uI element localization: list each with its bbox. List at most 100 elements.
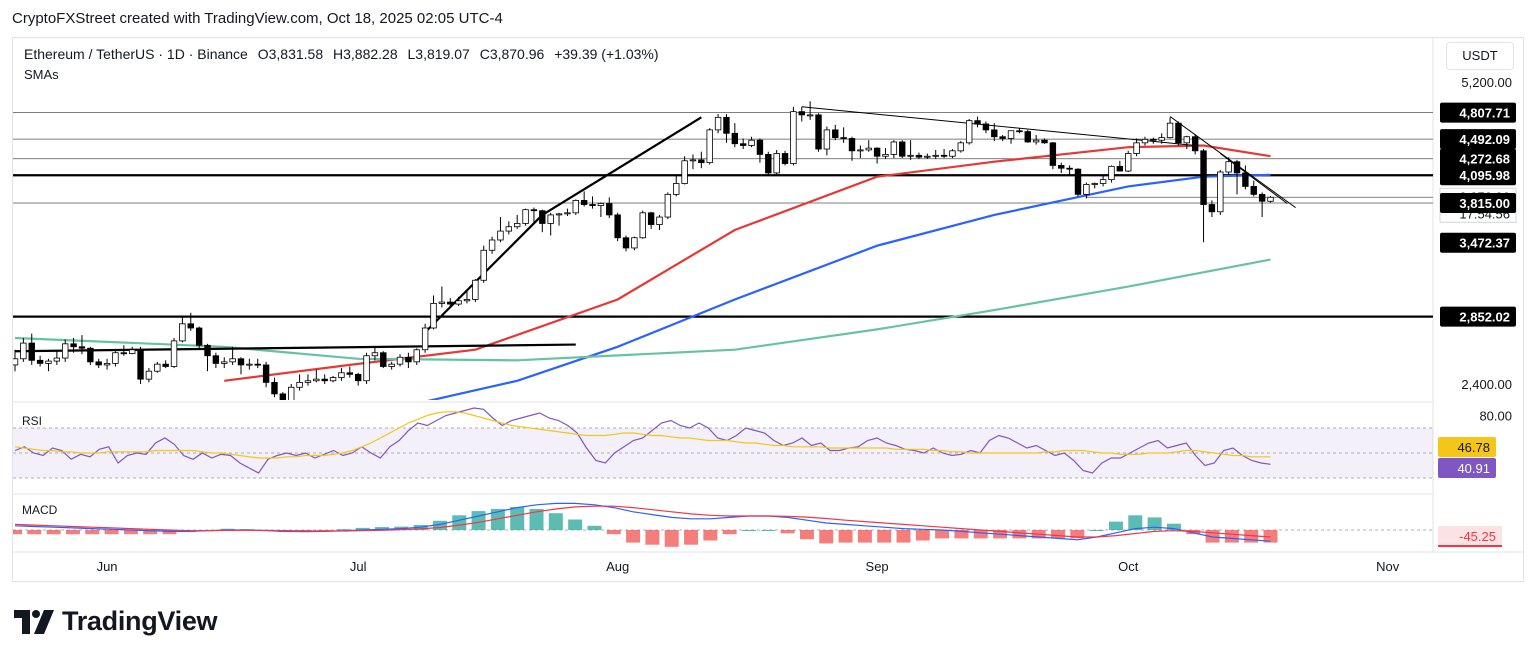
candle[interactable] bbox=[313, 378, 320, 382]
currency-button[interactable]: USDT bbox=[1446, 42, 1514, 70]
candle[interactable] bbox=[798, 111, 805, 116]
candle[interactable] bbox=[748, 139, 755, 146]
candle[interactable] bbox=[254, 363, 261, 366]
candle[interactable] bbox=[62, 343, 69, 359]
candle[interactable] bbox=[765, 154, 772, 174]
candle[interactable] bbox=[430, 303, 437, 329]
candle[interactable] bbox=[664, 193, 672, 218]
candle[interactable] bbox=[1125, 153, 1132, 172]
candle[interactable] bbox=[53, 357, 61, 362]
candle[interactable] bbox=[890, 141, 898, 155]
candle[interactable] bbox=[681, 160, 688, 184]
candle[interactable] bbox=[647, 212, 655, 225]
candle[interactable] bbox=[20, 342, 27, 360]
rsi-pane-label[interactable]: RSI bbox=[22, 414, 43, 428]
candle[interactable] bbox=[1074, 168, 1082, 195]
chart-frame[interactable] bbox=[12, 37, 1524, 582]
candle[interactable] bbox=[78, 346, 86, 349]
candle[interactable] bbox=[1242, 172, 1249, 187]
candle[interactable] bbox=[773, 153, 780, 174]
candle[interactable] bbox=[1200, 150, 1207, 205]
candle[interactable] bbox=[262, 364, 270, 383]
candle[interactable] bbox=[1091, 183, 1098, 185]
candle[interactable] bbox=[380, 352, 387, 367]
candle[interactable] bbox=[522, 209, 529, 224]
candle[interactable] bbox=[597, 203, 605, 206]
candle[interactable] bbox=[656, 216, 663, 225]
candle[interactable] bbox=[1191, 136, 1199, 152]
candle[interactable] bbox=[212, 355, 220, 364]
candle[interactable] bbox=[1116, 165, 1124, 172]
candle[interactable] bbox=[354, 373, 362, 382]
candle[interactable] bbox=[87, 347, 94, 363]
candle[interactable] bbox=[145, 370, 153, 380]
candle[interactable] bbox=[45, 360, 52, 364]
candle[interactable] bbox=[505, 226, 513, 232]
candle[interactable] bbox=[304, 380, 312, 383]
candle[interactable] bbox=[1250, 186, 1257, 195]
candle[interactable] bbox=[873, 147, 881, 157]
candle[interactable] bbox=[497, 230, 504, 241]
candle[interactable] bbox=[1099, 179, 1107, 184]
candle[interactable] bbox=[982, 123, 990, 131]
candle[interactable] bbox=[924, 155, 931, 158]
candle[interactable] bbox=[714, 116, 722, 131]
candle[interactable] bbox=[154, 363, 161, 372]
candle[interactable] bbox=[12, 358, 19, 366]
candle[interactable] bbox=[170, 340, 178, 367]
candle[interactable] bbox=[1258, 193, 1266, 202]
candle[interactable] bbox=[162, 363, 169, 367]
candle[interactable] bbox=[463, 299, 471, 302]
candle[interactable] bbox=[1108, 165, 1115, 181]
candle[interactable] bbox=[28, 342, 35, 361]
candle[interactable] bbox=[1225, 161, 1232, 173]
candle[interactable] bbox=[806, 114, 814, 117]
candle[interactable] bbox=[405, 356, 412, 363]
candle[interactable] bbox=[790, 111, 797, 164]
candle[interactable] bbox=[1066, 167, 1073, 170]
candle[interactable] bbox=[438, 301, 446, 304]
candle[interactable] bbox=[187, 323, 194, 329]
candle[interactable] bbox=[756, 139, 764, 155]
candle[interactable] bbox=[179, 323, 186, 342]
candle[interactable] bbox=[455, 300, 462, 305]
candle[interactable] bbox=[1024, 131, 1031, 143]
candle[interactable] bbox=[723, 116, 730, 134]
candle[interactable] bbox=[128, 349, 136, 354]
candle[interactable] bbox=[246, 363, 253, 366]
candle[interactable] bbox=[865, 147, 872, 151]
candle[interactable] bbox=[940, 154, 948, 157]
symbol-name[interactable]: Ethereum / TetherUS · 1D · Binance bbox=[24, 46, 248, 62]
candle[interactable] bbox=[857, 149, 864, 152]
candle[interactable] bbox=[974, 120, 981, 125]
candle[interactable] bbox=[689, 159, 697, 162]
candle[interactable] bbox=[999, 136, 1006, 139]
candle[interactable] bbox=[1083, 184, 1090, 195]
candle[interactable] bbox=[606, 203, 613, 216]
candle[interactable] bbox=[472, 279, 479, 300]
candle[interactable] bbox=[36, 359, 44, 364]
candle[interactable] bbox=[363, 355, 370, 382]
candle[interactable] bbox=[1007, 130, 1015, 139]
candle[interactable] bbox=[739, 143, 747, 146]
candle[interactable] bbox=[103, 362, 111, 366]
candle[interactable] bbox=[288, 386, 295, 411]
candle[interactable] bbox=[488, 239, 496, 251]
candle[interactable] bbox=[1141, 138, 1149, 144]
candle[interactable] bbox=[706, 129, 713, 164]
candle[interactable] bbox=[949, 150, 956, 157]
candle[interactable] bbox=[899, 141, 906, 157]
candle[interactable] bbox=[1150, 138, 1157, 141]
candle[interactable] bbox=[1158, 137, 1165, 141]
candle[interactable] bbox=[530, 209, 538, 212]
candle[interactable] bbox=[229, 358, 236, 363]
candle[interactable] bbox=[388, 363, 395, 367]
candle[interactable] bbox=[514, 223, 521, 228]
candle[interactable] bbox=[413, 349, 420, 363]
candle[interactable] bbox=[555, 213, 563, 216]
candle[interactable] bbox=[1208, 204, 1216, 213]
candle[interactable] bbox=[1049, 142, 1057, 166]
candle[interactable] bbox=[120, 352, 128, 355]
candle[interactable] bbox=[279, 393, 287, 411]
